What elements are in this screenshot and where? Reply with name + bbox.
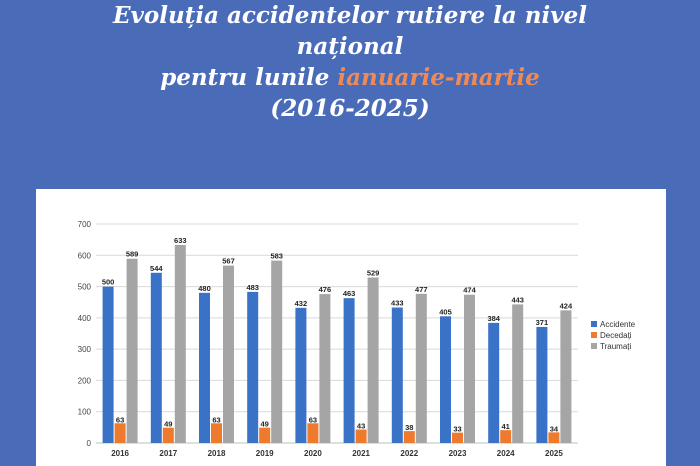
y-tick-label: 200 [78, 376, 92, 385]
bar-traumați [464, 294, 475, 443]
data-label: 474 [463, 286, 476, 295]
data-label: 49 [261, 420, 269, 429]
legend-label: Traumați [600, 342, 631, 351]
bar-accidente [391, 307, 403, 443]
y-tick-label: 400 [78, 314, 92, 323]
bar-decedați [211, 423, 222, 443]
data-label: 405 [439, 307, 452, 316]
bar-traumați [126, 258, 138, 443]
x-tick-label: 2025 [545, 449, 563, 458]
x-tick-label: 2021 [352, 449, 370, 458]
bar-traumați [415, 293, 427, 443]
data-label: 633 [174, 236, 187, 245]
bar-decedați [548, 432, 560, 443]
legend-swatch [591, 332, 597, 338]
bar-traumați [512, 304, 524, 443]
data-label: 432 [295, 299, 308, 308]
title-line-3-accent: ianuarie-martie [337, 64, 540, 91]
data-label: 480 [198, 284, 211, 293]
y-tick-label: 600 [78, 251, 92, 260]
bar-accidente [199, 292, 210, 443]
data-label: 38 [405, 423, 413, 432]
data-label: 41 [502, 422, 510, 431]
y-tick-label: 100 [78, 408, 92, 417]
chart-title: Evoluția accidentelor rutiere la nivel n… [0, 0, 700, 124]
bar-decedați [162, 427, 174, 443]
data-label: 384 [487, 314, 500, 323]
data-label: 544 [150, 264, 163, 273]
bar-traumați [223, 265, 234, 443]
data-label: 433 [391, 299, 404, 308]
data-label: 443 [511, 295, 524, 304]
x-tick-label: 2017 [159, 449, 177, 458]
bar-decedați [307, 423, 319, 443]
data-label: 34 [550, 424, 559, 433]
legend-label: Accidente [600, 320, 636, 329]
bar-traumați [560, 310, 572, 443]
x-tick-label: 2024 [497, 449, 515, 458]
data-label: 63 [212, 415, 220, 424]
bar-accidente [343, 298, 355, 443]
legend-swatch [591, 343, 597, 349]
data-label: 529 [367, 268, 380, 277]
bar-accidente [295, 307, 307, 443]
bar-decedați [500, 430, 512, 443]
y-tick-label: 500 [78, 283, 92, 292]
data-label: 477 [415, 285, 428, 294]
y-tick-label: 700 [78, 220, 92, 229]
bar-traumați [319, 294, 331, 443]
title-line-3: pentru lunile ianuarie-martie [0, 62, 700, 93]
x-tick-label: 2023 [449, 449, 467, 458]
y-tick-label: 0 [87, 439, 92, 448]
bar-decedați [452, 432, 463, 443]
bar-decedați [403, 431, 415, 443]
data-label: 63 [309, 415, 317, 424]
title-line-4: (2016-2025) [270, 95, 430, 122]
title-line-2: național [296, 33, 404, 60]
data-label: 424 [560, 301, 573, 310]
data-label: 476 [319, 285, 332, 294]
title-line-1: Evoluția accidentelor rutiere la nivel [113, 2, 587, 29]
x-tick-label: 2019 [256, 449, 274, 458]
data-label: 567 [222, 257, 235, 266]
data-label: 63 [116, 415, 124, 424]
data-label: 500 [102, 278, 115, 287]
bar-accidente [440, 316, 451, 443]
bar-accidente [247, 291, 259, 443]
bar-accidente [102, 286, 114, 443]
x-tick-label: 2016 [111, 449, 129, 458]
bar-accidente [150, 272, 162, 443]
bar-traumați [174, 244, 186, 443]
bar-decedați [259, 427, 271, 443]
x-tick-label: 2022 [400, 449, 418, 458]
data-label: 49 [164, 420, 172, 429]
data-label: 371 [536, 318, 549, 327]
y-tick-label: 300 [78, 345, 92, 354]
bar-chart: 0 100 200 300 400 500 600 700 500 63 589 2016 544 49 6… [78, 220, 636, 458]
data-label: 33 [453, 425, 461, 434]
data-label: 43 [357, 422, 365, 431]
bar-decedați [114, 423, 126, 443]
data-label: 589 [126, 250, 139, 259]
x-tick-label: 2018 [208, 449, 226, 458]
chart-card: 0 100 200 300 400 500 600 700 500 63 589 2016 544 49 6… [36, 189, 666, 466]
bar-accidente [488, 322, 500, 443]
data-label: 583 [270, 252, 283, 261]
bar-traumați [271, 260, 283, 443]
legend-label: Decedați [600, 331, 632, 340]
title-line-3-prefix: pentru lunile [160, 64, 338, 91]
bar-accidente [536, 326, 548, 443]
data-label: 463 [343, 289, 356, 298]
x-tick-label: 2020 [304, 449, 322, 458]
bar-traumați [367, 277, 379, 443]
bar-decedați [355, 429, 367, 443]
data-label: 483 [246, 283, 259, 292]
legend-swatch [591, 321, 597, 327]
